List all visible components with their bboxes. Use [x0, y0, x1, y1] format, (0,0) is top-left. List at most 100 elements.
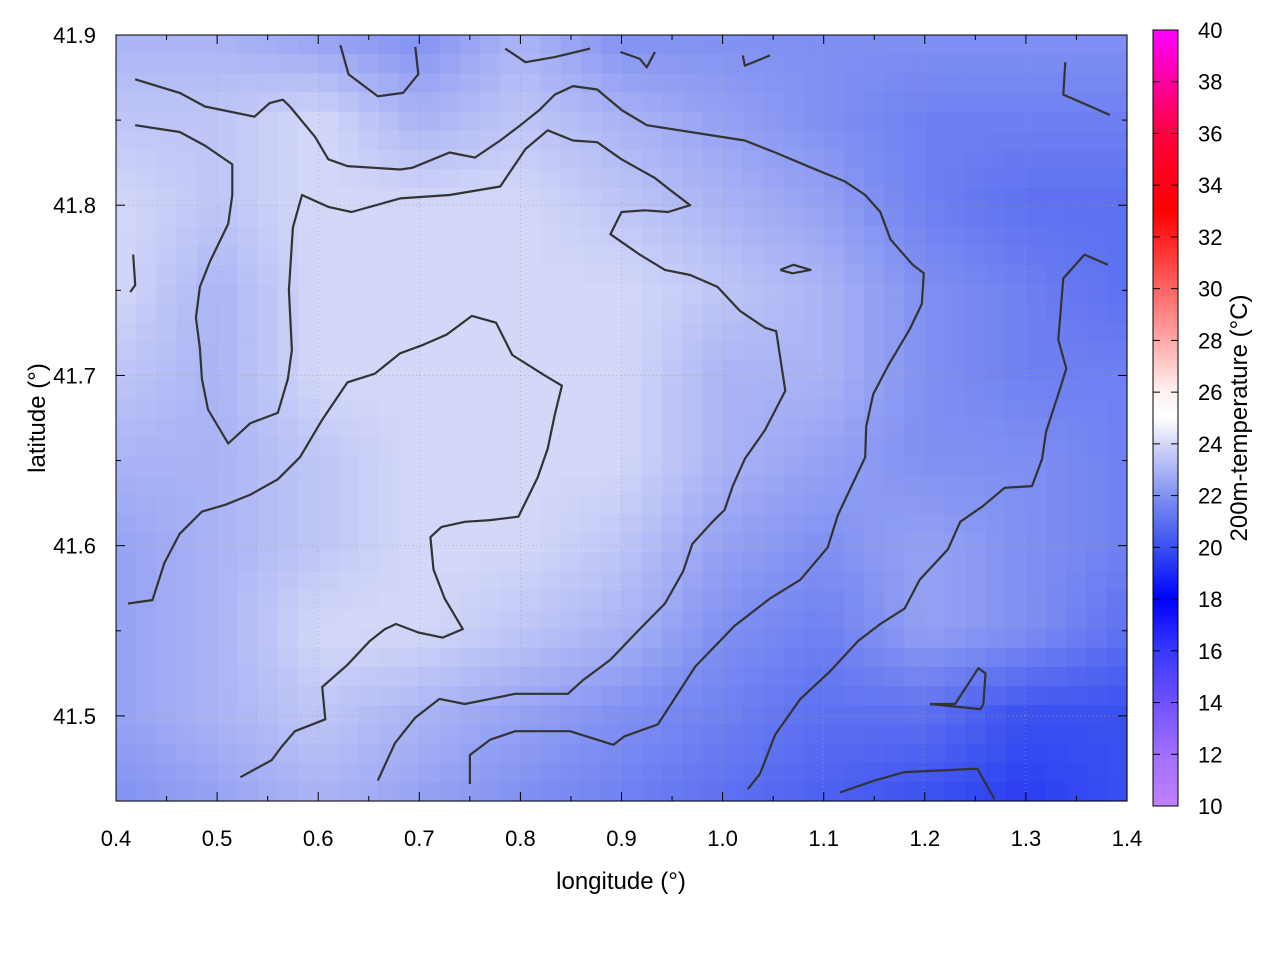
heatmap-cell — [803, 54, 825, 74]
heatmap-cell — [176, 666, 198, 687]
colorbar-tick-label: 34 — [1198, 173, 1222, 198]
heatmap-cell — [924, 762, 946, 783]
heatmap-cell — [358, 686, 380, 706]
heatmap-cell — [439, 475, 461, 496]
heatmap-cell — [1066, 762, 1088, 783]
heatmap-cell — [924, 494, 946, 515]
heatmap-cell — [500, 169, 521, 189]
heatmap-cell — [297, 92, 319, 113]
heatmap-cell — [641, 245, 663, 266]
x-axis-label: longitude (°) — [556, 868, 686, 895]
heatmap-cell — [358, 762, 380, 783]
heatmap-cell — [1005, 724, 1027, 745]
heatmap-cell — [358, 73, 380, 94]
heatmap-cell — [156, 283, 178, 304]
heatmap-cell — [581, 590, 602, 611]
heatmap-cell — [439, 513, 461, 534]
heatmap-cell — [500, 456, 521, 477]
heatmap-cell — [661, 245, 683, 266]
heatmap-cell — [419, 379, 441, 400]
heatmap-cell — [439, 35, 461, 55]
heatmap-cell — [924, 781, 946, 802]
heatmap-cell — [560, 647, 582, 668]
heatmap-cell — [136, 724, 158, 745]
heatmap-cell — [682, 590, 703, 611]
heatmap-cell — [1086, 303, 1108, 323]
heatmap-cell — [479, 475, 501, 496]
heatmap-cell — [1025, 743, 1047, 764]
heatmap-cell — [1086, 283, 1108, 304]
heatmap-cell — [217, 111, 238, 132]
heatmap-cell — [176, 169, 198, 189]
heatmap-cell — [439, 724, 461, 745]
heatmap-cell — [156, 686, 178, 706]
heatmap-cell — [419, 743, 441, 764]
heatmap-cell — [540, 705, 562, 725]
heatmap-cell — [864, 169, 885, 189]
heatmap-cell — [924, 379, 946, 400]
heatmap-cell — [399, 494, 420, 515]
heatmap-cell — [136, 743, 158, 764]
heatmap-cell — [904, 647, 926, 668]
heatmap-cell — [1086, 513, 1108, 534]
heatmap-cell — [722, 781, 744, 802]
heatmap-cell — [601, 590, 623, 611]
heatmap-cell — [318, 207, 340, 228]
heatmap-cell — [803, 571, 825, 591]
heatmap-cell — [399, 456, 420, 477]
heatmap-cell — [358, 169, 380, 189]
heatmap-cell — [1066, 647, 1088, 668]
heatmap-cell — [378, 283, 400, 304]
heatmap-cell — [439, 781, 461, 802]
heatmap-cell — [621, 283, 643, 304]
heatmap-cell — [763, 762, 784, 783]
heatmap-cell — [500, 475, 521, 496]
heatmap-cell — [1086, 494, 1108, 515]
heatmap-cell — [560, 379, 582, 400]
y-tick-labels: 41.541.641.741.841.9 — [53, 23, 96, 729]
colorbar-tick-label: 22 — [1198, 484, 1222, 509]
heatmap-cell — [297, 54, 319, 74]
heatmap-cell — [1005, 92, 1027, 113]
x-tick-label: 1.1 — [808, 826, 839, 851]
heatmap-cell — [823, 609, 845, 630]
heatmap-cell — [196, 686, 218, 706]
heatmap-cell — [277, 781, 299, 802]
heatmap-cell — [257, 360, 279, 381]
heatmap-cell — [318, 92, 340, 113]
heatmap-cell — [904, 341, 926, 362]
heatmap-cell — [378, 571, 400, 591]
heatmap-cell — [621, 54, 643, 74]
heatmap-cell — [763, 111, 784, 132]
heatmap-cell — [116, 169, 137, 189]
heatmap-cell — [318, 781, 340, 802]
heatmap-cell — [116, 762, 137, 783]
heatmap-cell — [985, 379, 1007, 400]
heatmap-cell — [601, 686, 623, 706]
heatmap-cell — [257, 283, 279, 304]
heatmap-cell — [237, 149, 259, 170]
heatmap-cell — [823, 571, 845, 591]
heatmap-cell — [156, 513, 178, 534]
heatmap-cell — [277, 532, 299, 553]
heatmap-cell — [985, 437, 1007, 457]
heatmap-cell — [217, 54, 238, 74]
heatmap-cell — [318, 571, 340, 591]
heatmap-cell — [783, 92, 805, 113]
heatmap-cell — [601, 609, 623, 630]
heatmap-cell — [176, 456, 198, 477]
heatmap-cell — [803, 226, 825, 247]
heatmap-cell — [682, 341, 703, 362]
heatmap-cell — [581, 188, 602, 208]
heatmap-cell — [722, 571, 744, 591]
heatmap-cell — [318, 552, 340, 572]
heatmap-cell — [661, 264, 683, 285]
heatmap-cell — [722, 303, 744, 323]
heatmap-cell — [621, 456, 643, 477]
heatmap-cell — [277, 437, 299, 457]
heatmap-cell — [277, 130, 299, 151]
heatmap-cell — [479, 437, 501, 457]
heatmap-cell — [176, 188, 198, 208]
heatmap-cell — [1086, 245, 1108, 266]
heatmap-cell — [116, 705, 137, 725]
